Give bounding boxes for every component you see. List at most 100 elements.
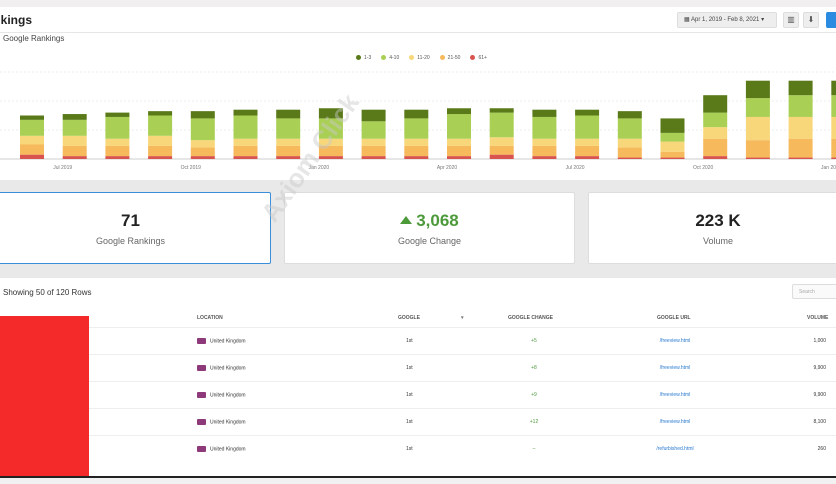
bar-segment-21-50[interactable] xyxy=(489,145,514,155)
bar-segment-61+[interactable] xyxy=(318,156,343,159)
bar-segment-4-10[interactable] xyxy=(233,115,258,139)
bar-segment-61+[interactable] xyxy=(190,156,215,159)
bar-segment-61+[interactable] xyxy=(745,157,770,159)
bar-segment-21-50[interactable] xyxy=(703,138,728,157)
bar-segment-61+[interactable] xyxy=(20,154,44,159)
bar-segment-11-20[interactable] xyxy=(318,138,343,146)
bar-segment-11-20[interactable] xyxy=(532,138,557,146)
bar-segment-21-50[interactable] xyxy=(745,140,770,158)
table-row[interactable]: United Kingdom 1st +12 /freeview.html 8,… xyxy=(0,408,836,435)
bar-segment-1-3[interactable] xyxy=(20,115,44,120)
column-header-location[interactable]: LOCATION xyxy=(197,315,223,321)
bar-segment-61+[interactable] xyxy=(62,156,87,159)
bar-segment-11-20[interactable] xyxy=(404,138,429,146)
bar-segment-11-20[interactable] xyxy=(831,116,836,139)
bar-segment-21-50[interactable] xyxy=(447,145,471,157)
bar-segment-1-3[interactable] xyxy=(233,109,258,116)
bar-segment-61+[interactable] xyxy=(233,156,258,159)
bar-segment-4-10[interactable] xyxy=(703,112,728,128)
bar-segment-21-50[interactable] xyxy=(105,145,130,157)
bar-segment-11-20[interactable] xyxy=(276,138,301,146)
bar-segment-11-20[interactable] xyxy=(20,135,44,145)
bar-segment-1-3[interactable] xyxy=(831,80,836,96)
bar-segment-61+[interactable] xyxy=(105,156,130,159)
bar-segment-4-10[interactable] xyxy=(575,115,600,139)
bar-segment-1-3[interactable] xyxy=(148,111,173,116)
bar-segment-61+[interactable] xyxy=(404,156,429,159)
bar-segment-4-10[interactable] xyxy=(62,119,87,136)
google-url-link[interactable]: /freeview.html xyxy=(659,419,691,425)
bar-segment-61+[interactable] xyxy=(361,156,386,159)
legend-item[interactable]: 4-10 xyxy=(381,55,399,61)
google-url-link[interactable]: /freeview.html xyxy=(659,338,691,344)
bar-segment-1-3[interactable] xyxy=(660,118,685,133)
bar-segment-11-20[interactable] xyxy=(489,137,514,146)
card-google-change[interactable]: 3,068 Google Change xyxy=(284,192,575,264)
bar-segment-21-50[interactable] xyxy=(233,145,258,157)
bar-segment-11-20[interactable] xyxy=(148,135,173,146)
table-row[interactable]: United Kingdom 1st +8 /freeview.html 9,9… xyxy=(0,354,836,381)
bar-segment-4-10[interactable] xyxy=(404,118,429,139)
bar-segment-11-20[interactable] xyxy=(190,140,215,148)
bar-segment-4-10[interactable] xyxy=(148,115,173,136)
legend-item[interactable]: 1-3 xyxy=(356,55,371,61)
bar-segment-11-20[interactable] xyxy=(361,138,386,146)
bar-segment-21-50[interactable] xyxy=(575,145,600,157)
bar-segment-21-50[interactable] xyxy=(532,145,557,157)
bar-segment-1-3[interactable] xyxy=(788,80,813,96)
bar-segment-1-3[interactable] xyxy=(190,111,215,119)
download-button[interactable]: ⬇ xyxy=(803,12,819,28)
bar-segment-11-20[interactable] xyxy=(788,116,813,139)
bar-segment-1-3[interactable] xyxy=(532,109,557,117)
bar-segment-1-3[interactable] xyxy=(703,95,728,113)
bar-segment-11-20[interactable] xyxy=(617,138,642,148)
card-volume[interactable]: 223 K Volume xyxy=(588,192,836,264)
bar-segment-21-50[interactable] xyxy=(276,145,301,157)
column-header-google-url[interactable]: GOOGLE URL xyxy=(657,315,691,321)
bar-segment-11-20[interactable] xyxy=(745,116,770,141)
table-row[interactable]: United Kingdom 1st +9 /freeview.html 9,9… xyxy=(0,381,836,408)
column-header-google[interactable]: GOOGLE xyxy=(398,315,420,321)
bar-segment-4-10[interactable] xyxy=(660,132,685,142)
bar-segment-4-10[interactable] xyxy=(745,98,770,117)
bar-segment-21-50[interactable] xyxy=(148,145,173,157)
bar-segment-1-3[interactable] xyxy=(447,108,471,115)
bar-segment-21-50[interactable] xyxy=(617,147,642,158)
bar-segment-61+[interactable] xyxy=(532,156,557,159)
bar-segment-61+[interactable] xyxy=(148,156,173,159)
bar-segment-4-10[interactable] xyxy=(105,116,130,139)
bar-segment-11-20[interactable] xyxy=(62,135,87,146)
bar-segment-61+[interactable] xyxy=(831,157,836,159)
bar-segment-4-10[interactable] xyxy=(489,112,514,138)
bar-segment-11-20[interactable] xyxy=(447,138,471,146)
bar-segment-4-10[interactable] xyxy=(831,95,836,117)
bar-segment-61+[interactable] xyxy=(703,156,728,159)
date-range-button[interactable]: ▦ Apr 1, 2019 - Feb 8, 2021 ▾ xyxy=(677,12,777,28)
bar-segment-61+[interactable] xyxy=(489,154,514,159)
legend-item[interactable]: 21-50 xyxy=(439,55,460,61)
bar-segment-1-3[interactable] xyxy=(489,108,514,113)
primary-action-button[interactable] xyxy=(826,12,836,28)
search-input[interactable]: Search xyxy=(792,284,836,299)
bar-segment-1-3[interactable] xyxy=(62,114,87,120)
bar-segment-1-3[interactable] xyxy=(745,80,770,99)
bar-segment-4-10[interactable] xyxy=(190,118,215,141)
columns-button[interactable]: ▥ xyxy=(783,12,799,28)
bar-segment-21-50[interactable] xyxy=(361,145,386,157)
bar-segment-21-50[interactable] xyxy=(660,151,685,158)
bar-segment-1-3[interactable] xyxy=(404,109,429,119)
google-url-link[interactable]: /freeview.html xyxy=(659,392,691,398)
bar-segment-21-50[interactable] xyxy=(788,138,813,158)
bar-segment-21-50[interactable] xyxy=(62,145,87,157)
bar-segment-61+[interactable] xyxy=(276,156,301,159)
sort-icon[interactable]: ▾ xyxy=(461,315,464,321)
bar-segment-1-3[interactable] xyxy=(318,108,343,119)
bar-segment-21-50[interactable] xyxy=(20,144,44,155)
bar-segment-4-10[interactable] xyxy=(20,119,44,136)
bar-segment-11-20[interactable] xyxy=(105,138,130,146)
bar-segment-21-50[interactable] xyxy=(404,145,429,157)
bar-segment-61+[interactable] xyxy=(575,156,600,159)
bar-segment-4-10[interactable] xyxy=(361,121,386,139)
bar-segment-4-10[interactable] xyxy=(532,116,557,139)
google-url-link[interactable]: /refurbished.html xyxy=(656,446,694,452)
